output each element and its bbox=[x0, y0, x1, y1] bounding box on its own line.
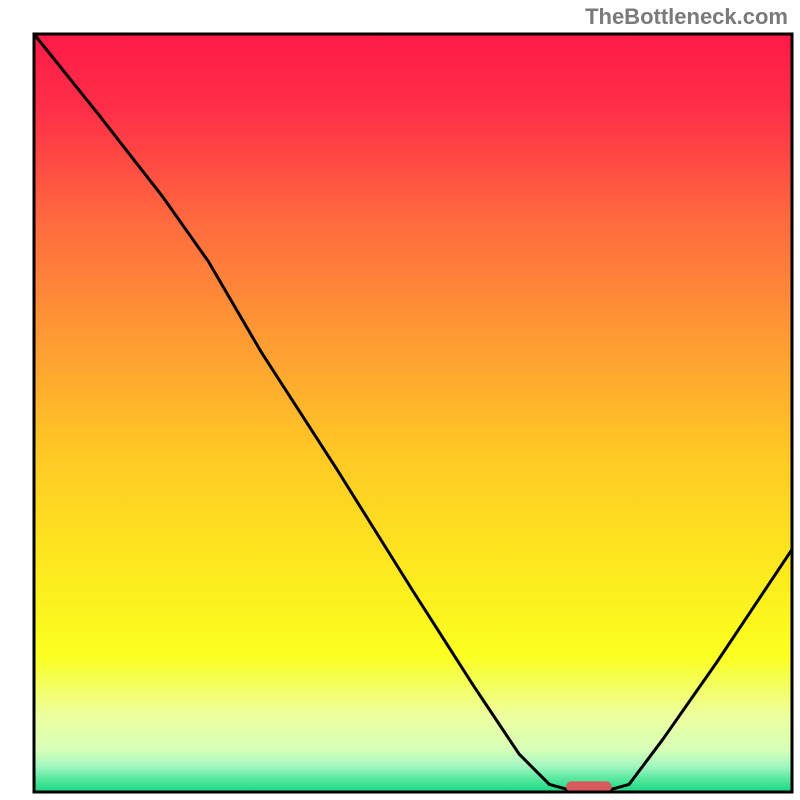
chart-svg bbox=[0, 0, 800, 800]
optimal-marker bbox=[566, 781, 611, 792]
bottleneck-curve bbox=[34, 34, 792, 790]
watermark-text: TheBottleneck.com bbox=[585, 4, 788, 30]
plot-frame bbox=[34, 34, 792, 792]
